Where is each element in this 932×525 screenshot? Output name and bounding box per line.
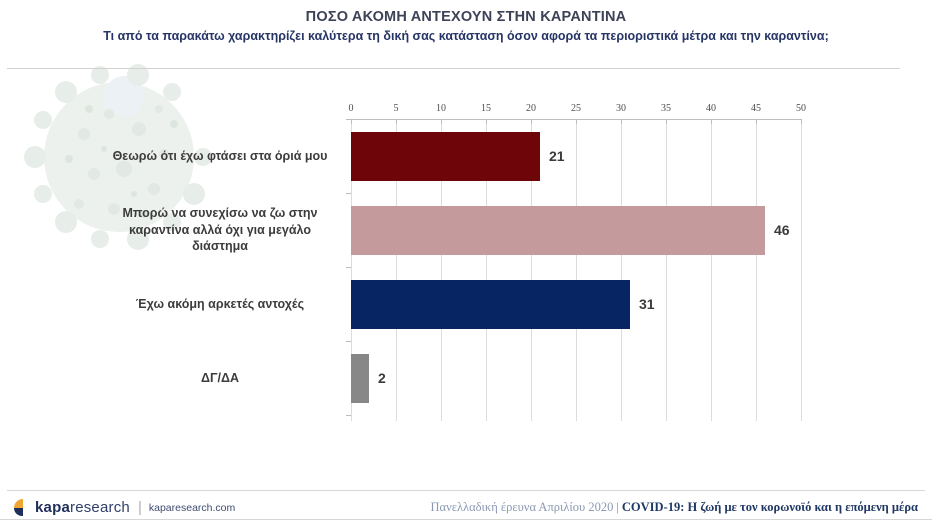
gridline	[486, 119, 487, 421]
report-title: COVID-19: Η ζωή με τον κορωνοϊό και η επ…	[621, 500, 918, 514]
gridline	[711, 119, 712, 421]
axis-tick	[441, 119, 442, 124]
bar	[351, 131, 540, 181]
category-axis-tick	[346, 415, 351, 416]
x-axis-tick-label: 35	[661, 103, 671, 114]
axis-tick	[666, 119, 667, 124]
category-label: Έχω ακόμη αρκετές αντοχές	[135, 296, 305, 311]
bar	[351, 353, 369, 403]
x-axis-tick-label: 25	[571, 103, 581, 114]
brand-name-regular: research	[70, 498, 130, 516]
brand-name-bold: kapa	[35, 498, 70, 516]
info-separator: |	[616, 500, 619, 514]
x-axis-tick-label: 0	[348, 103, 354, 114]
gridline	[621, 119, 622, 421]
gridline	[576, 119, 577, 421]
x-axis-tick-label: 10	[436, 103, 446, 114]
x-axis-tick-label: 20	[526, 103, 536, 114]
survey-name: Πανελλαδική έρευνα Απριλίου 2020	[430, 500, 614, 514]
category-label: Μπορώ να συνεχίσω να ζω στην καραντίνα α…	[122, 206, 318, 254]
axis-tick	[801, 119, 802, 124]
footer-survey-info: Πανελλαδική έρευνα Απριλίου 2020 | COVID-1…	[431, 500, 919, 515]
bar-value-label: 31	[639, 296, 655, 312]
brand-separator: |	[137, 498, 142, 516]
x-axis-tick-label: 45	[751, 103, 761, 114]
bar	[351, 205, 765, 255]
logo-gold-quarter	[14, 498, 23, 508]
category-label: Θεωρώ ότι έχω φτάσει στα όριά μου	[112, 148, 328, 163]
footer-brand: kapa research | kaparesearch.com	[14, 496, 235, 518]
logo-navy-quarter	[14, 507, 23, 516]
bar	[351, 279, 630, 329]
gridline	[351, 119, 352, 421]
axis-tick	[711, 119, 712, 124]
footer-divider-line	[7, 490, 925, 491]
x-axis-tick-label: 40	[706, 103, 716, 114]
website-link[interactable]: kaparesearch.com	[148, 502, 236, 514]
chart-subtitle: Τι από τα παρακάτω χαρακτηρίζει καλύτερα…	[103, 29, 829, 43]
gridline	[396, 119, 397, 421]
category-axis-tick	[346, 341, 351, 342]
bar-value-label: 2	[378, 370, 386, 386]
x-axis-tick-label: 15	[481, 103, 491, 114]
axis-tick	[576, 119, 577, 124]
axis-tick	[756, 119, 757, 124]
gridline	[666, 119, 667, 421]
bar-value-label: 21	[549, 148, 565, 164]
category-axis-tick	[346, 267, 351, 268]
axis-tick	[621, 119, 622, 124]
chart-title: ΠΟΣΟ ΑΚΟΜΗ ΑΝΤΕΧΟΥΝ ΣΤΗΝ ΚΑΡΑΝΤΙΝΑ	[305, 9, 627, 25]
category-axis-tick	[346, 119, 351, 120]
axis-tick	[531, 119, 532, 124]
kapa-research-logo-icon	[14, 498, 31, 516]
category-label: ΔΓ/ΔΑ	[201, 370, 239, 385]
bottom-border-line	[0, 519, 932, 520]
header-divider-line	[7, 68, 900, 69]
x-axis-line	[351, 119, 801, 120]
category-axis-tick	[346, 193, 351, 194]
gridline	[756, 119, 757, 421]
x-axis-tick-label: 30	[616, 103, 626, 114]
gridline	[441, 119, 442, 421]
coronavirus-watermark-icon	[24, 64, 212, 250]
axis-tick	[486, 119, 487, 124]
x-axis-tick-label: 5	[393, 103, 399, 114]
gridline	[801, 119, 802, 421]
x-axis-tick-label: 50	[796, 103, 806, 114]
axis-tick	[351, 119, 352, 124]
axis-tick	[396, 119, 397, 124]
bar-value-label: 46	[774, 222, 790, 238]
gridline	[531, 119, 532, 421]
